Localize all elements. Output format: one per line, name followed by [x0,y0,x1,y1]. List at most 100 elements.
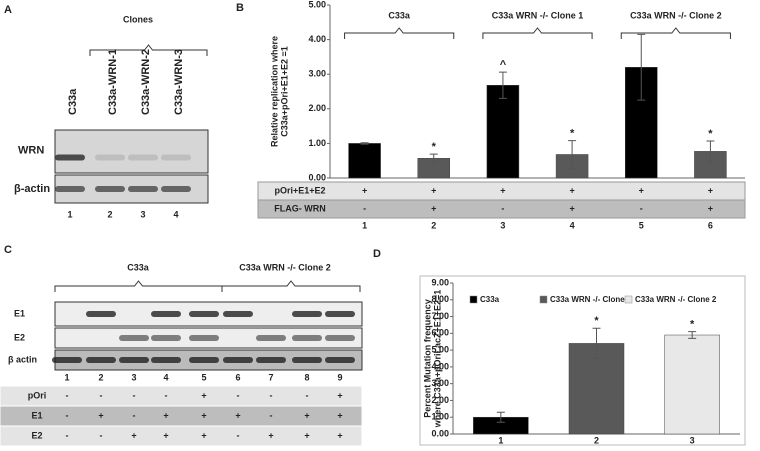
table-cell: - [133,410,136,420]
band [256,335,286,341]
band [86,311,116,317]
table-cell: + [569,203,574,213]
annotation: * [690,319,695,331]
band [223,357,253,363]
table-cell: + [268,430,273,440]
bracket [221,280,361,292]
band [52,357,82,363]
band [325,311,355,317]
band [151,357,181,363]
panel-label: B [236,2,244,14]
table-cell: - [66,430,69,440]
table-cell: + [163,430,168,440]
table-cell: - [100,430,103,440]
lane-label: C33a-WRN-3 [173,49,185,115]
y-tick-label: 2.00 [308,103,326,113]
table-cell: + [131,430,136,440]
blot-label: β-actin [14,183,50,195]
blot-label: E2 [14,332,25,342]
bracket [620,27,731,39]
y-tick-label: 1.00 [431,412,449,422]
lane-number: 8 [304,372,309,382]
table-cell: + [337,410,342,420]
error-bar [688,331,697,339]
annotation: * [708,128,713,140]
legend-swatch [539,295,548,304]
panel-label: D [373,248,381,260]
band [189,335,219,341]
lane-label: C33a-WRN-1 [107,49,119,115]
blot [54,129,209,174]
row-label: pOri [28,390,47,400]
chart-frame [419,275,746,446]
bracket [89,44,208,56]
legend-label: C33a WRN -/- Clone 2 [635,295,717,304]
blot-label: E1 [14,308,25,318]
y-tick-label: 9.00 [431,277,449,287]
table-cell: + [98,410,103,420]
band [128,186,158,192]
lane-number: 2 [98,372,103,382]
table-cell: + [431,203,436,213]
annotation: ^ [500,59,507,71]
y-tick-label: 7.00 [431,311,449,321]
legend-label: C33a [480,295,500,304]
group-label: C33a WRN -/- Clone 2 [630,10,722,20]
y-tick-label: 0.00 [308,172,326,182]
y-tick-label: 1.00 [308,138,326,148]
y-tick-label: 3.00 [308,69,326,79]
error-bar [498,71,507,99]
y-tick-label: 4.00 [431,361,449,371]
group-label: C33a [388,10,411,20]
table-cell: + [639,185,644,195]
row-label: E1 [31,410,42,420]
band [161,154,191,161]
y-tick-label: 2.00 [431,395,449,405]
error-bar [637,33,646,101]
lane-number: 7 [268,372,273,382]
table-cell: + [304,430,309,440]
lane-number: 9 [337,372,342,382]
band [128,154,158,161]
row-label: E2 [31,430,42,440]
band [55,186,85,192]
table-cell: - [237,390,240,400]
x-tick-label: 1 [362,220,367,230]
table-cell: + [708,185,713,195]
y-tick-label: 6.00 [431,328,449,338]
table-cell: + [337,390,342,400]
band [55,154,85,161]
legend-swatch [624,295,633,304]
band [151,311,181,317]
lane-label: C33a [67,88,79,115]
row-label: pOri+E1+E2 [274,185,325,195]
band [256,357,286,363]
lane-number: 4 [163,372,168,382]
band [119,335,149,341]
legend-swatch [469,295,478,304]
bracket [54,280,223,292]
band [292,357,322,363]
table-cell: + [337,430,342,440]
table-cell: - [640,203,643,213]
error-bar [360,142,369,145]
blot-label: β actin [8,354,37,364]
lane-number: 2 [107,209,112,219]
bracket [482,27,593,39]
band [292,311,322,317]
y-tick-label: 5.00 [308,0,326,9]
band [151,335,181,341]
lane-number: 3 [140,209,145,219]
y-tick-label: 3.00 [431,378,449,388]
band [161,186,191,192]
table-cell: + [431,185,436,195]
y-tick-label: 0.00 [431,428,449,438]
y-tick-label: 8.00 [431,294,449,304]
x-tick-label: 4 [570,220,575,230]
table-row [257,199,746,219]
x-tick-label: 2 [594,435,599,445]
panel-title: Clones [123,14,153,24]
band [189,311,219,317]
group-label: C33a WRN -/- Clone 2 [239,262,331,272]
